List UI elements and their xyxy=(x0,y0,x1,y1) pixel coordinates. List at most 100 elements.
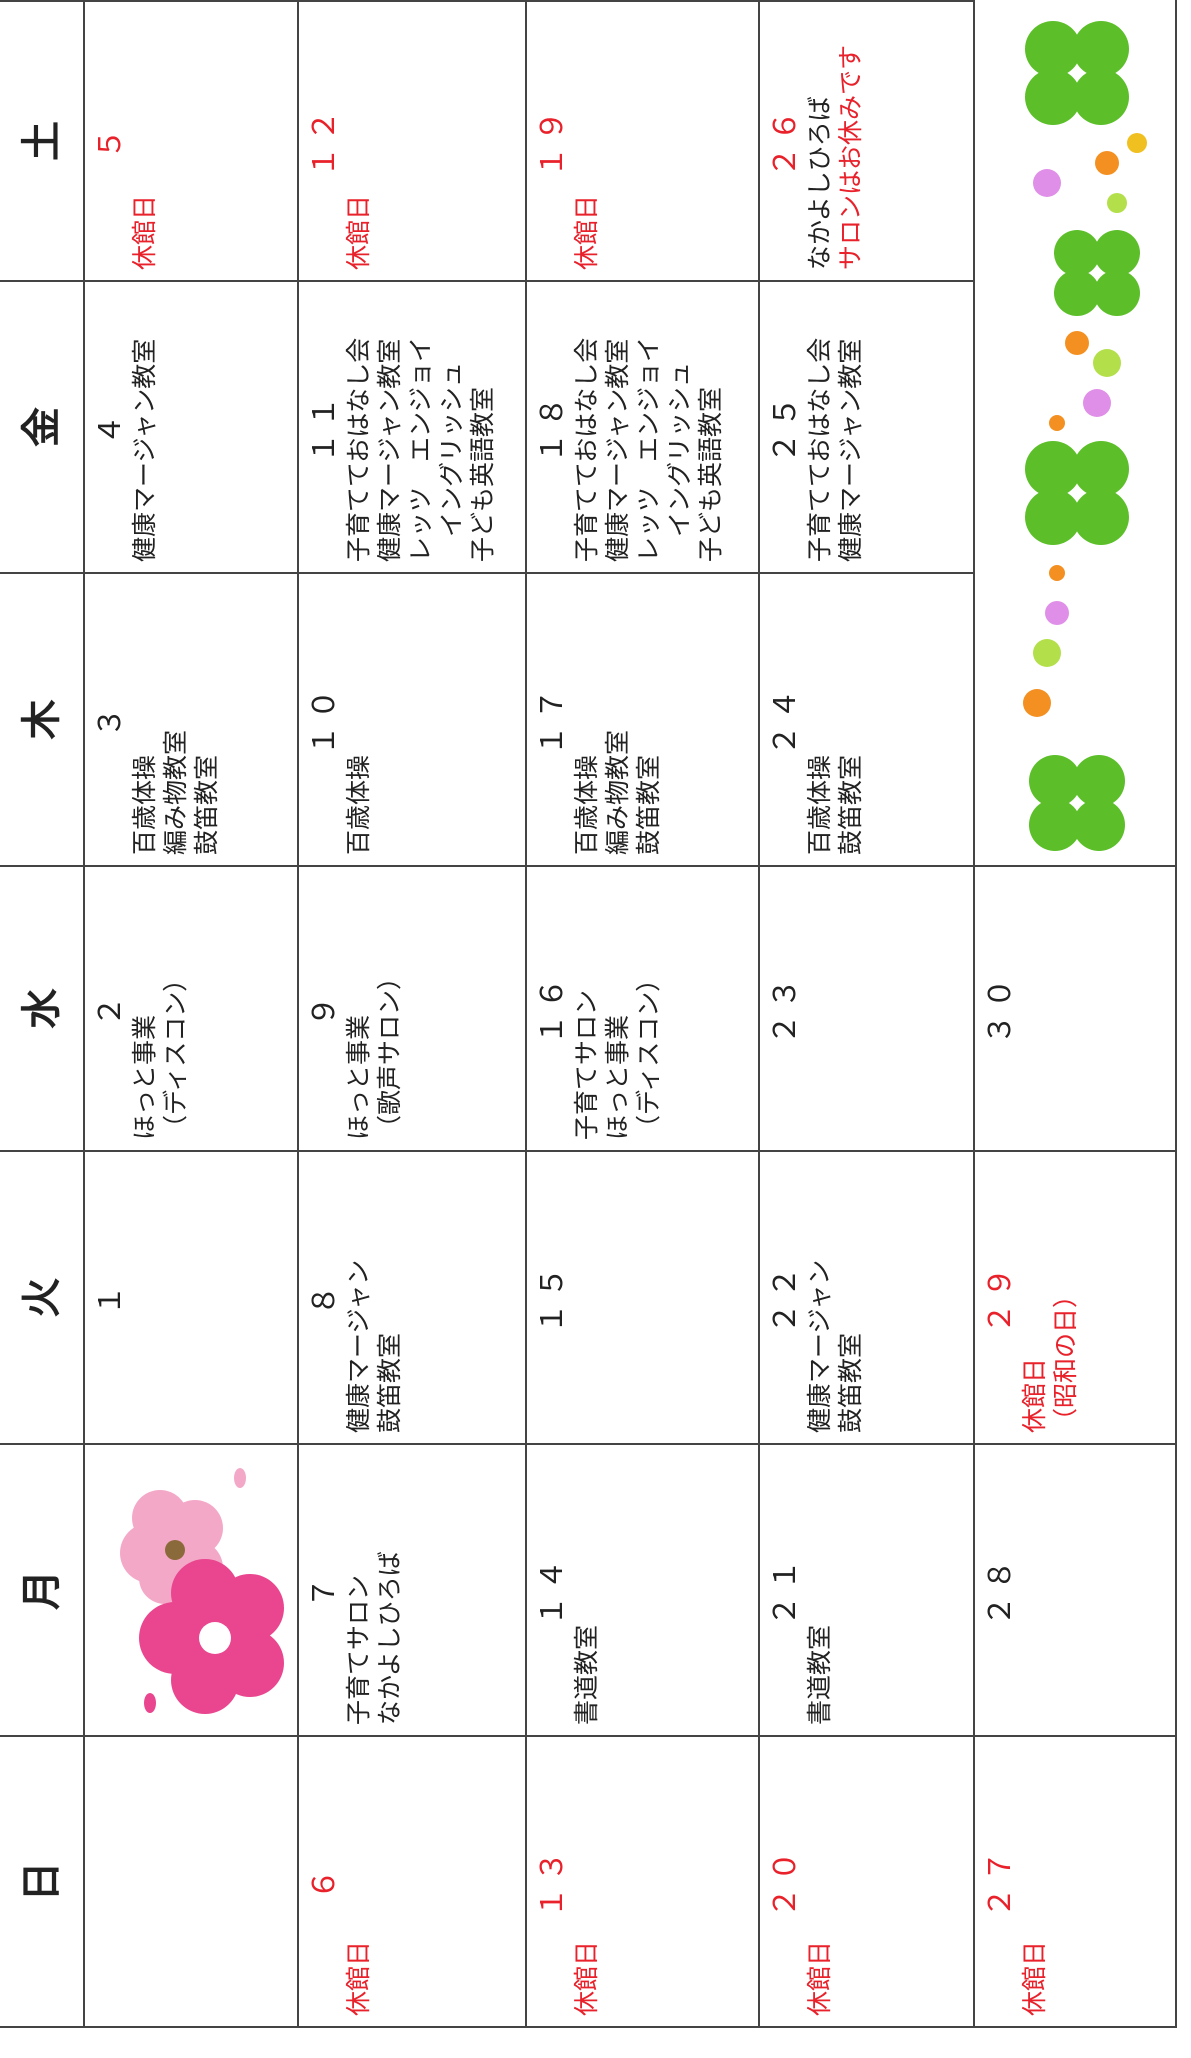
day-cell: １７ 百歳体操 編み物教室 鼓笛教室 xyxy=(527,572,760,865)
day-cell: ９ ほっと事業 （歌声サロン） xyxy=(299,865,527,1150)
day-cell: １８ 子育てておはなし会 健康マージャン教室 レッツ エンジョイ イングリッシュ 子ども… xyxy=(527,280,760,572)
event: ほっと事業 xyxy=(344,1014,373,1140)
event: （歌声サロン） xyxy=(375,964,404,1140)
day-number: ２３ xyxy=(768,972,803,1045)
day-cell: ２３ xyxy=(760,865,975,1150)
day-number: ２７ xyxy=(983,1845,1018,1918)
day-number: ６ xyxy=(307,1863,342,1900)
event: 鼓笛教室 xyxy=(836,1332,865,1433)
weekday-header: 日 xyxy=(0,1735,85,2028)
weekday-header: 水 xyxy=(0,865,85,1150)
day-number: ２４ xyxy=(768,683,803,756)
event: 子育てサロン xyxy=(344,1574,373,1725)
day-number: ２２ xyxy=(768,1261,803,1334)
event: 子ども英語教室 xyxy=(468,386,497,562)
event: 子ども英語教室 xyxy=(696,386,725,562)
day-number: ７ xyxy=(307,1572,342,1608)
event: 休館日 xyxy=(1020,1940,1049,2016)
day-number: ３０ xyxy=(983,972,1018,1045)
event: （昭和の日） xyxy=(1051,1282,1080,1433)
event: 書道教室 xyxy=(805,1624,834,1725)
event: 鼓笛教室 xyxy=(836,754,865,855)
event: 健康マージャン xyxy=(805,1259,834,1433)
sakura xyxy=(120,1468,284,1714)
event: 子育てサロン xyxy=(572,989,601,1140)
event: 健康マージャン教室 xyxy=(375,338,404,562)
event: サロンはお休みです xyxy=(836,44,865,270)
day-number: １０ xyxy=(307,683,342,756)
event: 健康マージャン教室 xyxy=(836,338,865,562)
day-cell: １２ 休館日 xyxy=(299,0,527,280)
day-cell: ２５ 子育てておはなし会 健康マージャン教室 xyxy=(760,280,975,572)
event: 子育てておはなし会 xyxy=(572,337,601,562)
day-cell: ２０ 休館日 xyxy=(760,1735,975,2028)
event: なかよしひろば xyxy=(805,96,834,270)
day-cell: ６ 休館日 xyxy=(299,1735,527,2028)
day-number: ２５ xyxy=(768,391,803,463)
day-number: １ xyxy=(93,1279,128,1316)
day-cell: １ xyxy=(85,1150,299,1443)
day-number: １３ xyxy=(535,1845,570,1918)
day-number: ２ xyxy=(93,990,128,1027)
day-cell: ３ 百歳体操 編み物教室 鼓笛教室 xyxy=(85,572,299,865)
day-number: １７ xyxy=(535,683,570,756)
event: （ディスコン） xyxy=(634,966,663,1140)
day-cell: １３ 休館日 xyxy=(527,1735,760,2028)
day-number: １１ xyxy=(307,391,342,463)
day-number: １６ xyxy=(535,972,570,1045)
event: 休館日 xyxy=(805,1940,834,2016)
day-cell: １１ 子育てておはなし会 健康マージャン教室 レッツ エンジョイ イングリッシュ 子ども… xyxy=(299,280,527,572)
weekday-header: 月 xyxy=(0,1443,85,1735)
event: 休館日 xyxy=(572,1940,601,2016)
day-number: １９ xyxy=(535,105,570,177)
event: 休館日 xyxy=(344,1940,373,2016)
day-cell: ４ 健康マージャン教室 xyxy=(85,280,299,572)
weekday-header: 金 xyxy=(0,280,85,572)
day-number: ２０ xyxy=(768,1845,803,1918)
day-cell: １６ 子育てサロン ほっと事業 （ディスコン） xyxy=(527,865,760,1150)
day-number: ４ xyxy=(93,409,128,445)
weekday-header: 木 xyxy=(0,572,85,865)
day-number: ２９ xyxy=(983,1261,1018,1334)
day-cell: １５ xyxy=(527,1150,760,1443)
day-cell: １０ 百歳体操 xyxy=(299,572,527,865)
day-cell: ３０ xyxy=(975,865,1177,1150)
weekday-header: 火 xyxy=(0,1150,85,1443)
day-cell: ２２ 健康マージャン 鼓笛教室 xyxy=(760,1150,975,1443)
day-cell: ２７ 休館日 xyxy=(975,1735,1177,2028)
event: レッツ エンジョイ xyxy=(406,336,435,562)
event: 休館日 xyxy=(130,194,159,270)
day-number: ２８ xyxy=(983,1554,1018,1626)
day-cell: ２６ なかよしひろば サロンはお休みです xyxy=(760,0,975,280)
day-number: ８ xyxy=(307,1279,342,1316)
event: 鼓笛教室 xyxy=(192,754,221,855)
event: ほっと事業 xyxy=(603,1014,632,1140)
event: 鼓笛教室 xyxy=(375,1332,404,1433)
event: 百歳体操 xyxy=(344,754,373,855)
day-number: １４ xyxy=(535,1554,570,1626)
event: 休館日 xyxy=(1020,1357,1049,1433)
event: 編み物教室 xyxy=(603,729,632,855)
event: 子育てておはなし会 xyxy=(805,337,834,562)
day-number: ３ xyxy=(93,701,128,738)
day-cell: ８ 健康マージャン 鼓笛教室 xyxy=(299,1150,527,1443)
day-cell: ７ 子育てサロン なかよしひろば xyxy=(299,1443,527,1735)
day-number: １８ xyxy=(535,391,570,463)
event: （ディスコン） xyxy=(161,966,190,1140)
event: 休館日 xyxy=(572,194,601,270)
day-cell: １４ 書道教室 xyxy=(527,1443,760,1735)
event: 健康マージャン教室 xyxy=(603,338,632,562)
event: 書道教室 xyxy=(572,1624,601,1725)
event: 編み物教室 xyxy=(161,729,190,855)
event: レッツ エンジョイ xyxy=(634,336,663,562)
weekday-header: 土 xyxy=(0,0,85,280)
day-cell: ２４ 百歳体操 鼓笛教室 xyxy=(760,572,975,865)
event: 鼓笛教室 xyxy=(634,754,663,855)
event: ほっと事業 xyxy=(130,1014,159,1140)
clover-decoration xyxy=(1023,21,1147,851)
event: 健康マージャン xyxy=(344,1259,373,1433)
event: 健康マージャン教室 xyxy=(130,338,159,562)
day-number: ９ xyxy=(307,990,342,1027)
